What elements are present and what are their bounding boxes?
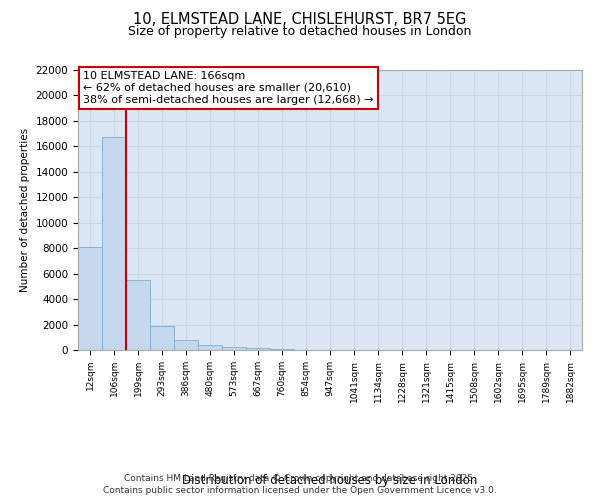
Text: 10 ELMSTEAD LANE: 166sqm
← 62% of detached houses are smaller (20,610)
38% of se: 10 ELMSTEAD LANE: 166sqm ← 62% of detach… [83,72,374,104]
Bar [150,326,174,350]
Bar [198,344,222,350]
Text: 10, ELMSTEAD LANE, CHISLEHURST, BR7 5EG: 10, ELMSTEAD LANE, CHISLEHURST, BR7 5EG [133,12,467,28]
Y-axis label: Number of detached properties: Number of detached properties [20,128,30,292]
Bar [102,138,126,350]
Bar [222,348,246,350]
Bar [246,348,270,350]
Text: Contains HM Land Registry data © Crown copyright and database right 2025.
Contai: Contains HM Land Registry data © Crown c… [103,474,497,495]
Text: Size of property relative to detached houses in London: Size of property relative to detached ho… [128,25,472,38]
Bar [126,280,150,350]
Bar [174,340,198,350]
Bar [270,349,294,350]
X-axis label: Distribution of detached houses by size in London: Distribution of detached houses by size … [182,474,478,487]
Bar [78,247,102,350]
